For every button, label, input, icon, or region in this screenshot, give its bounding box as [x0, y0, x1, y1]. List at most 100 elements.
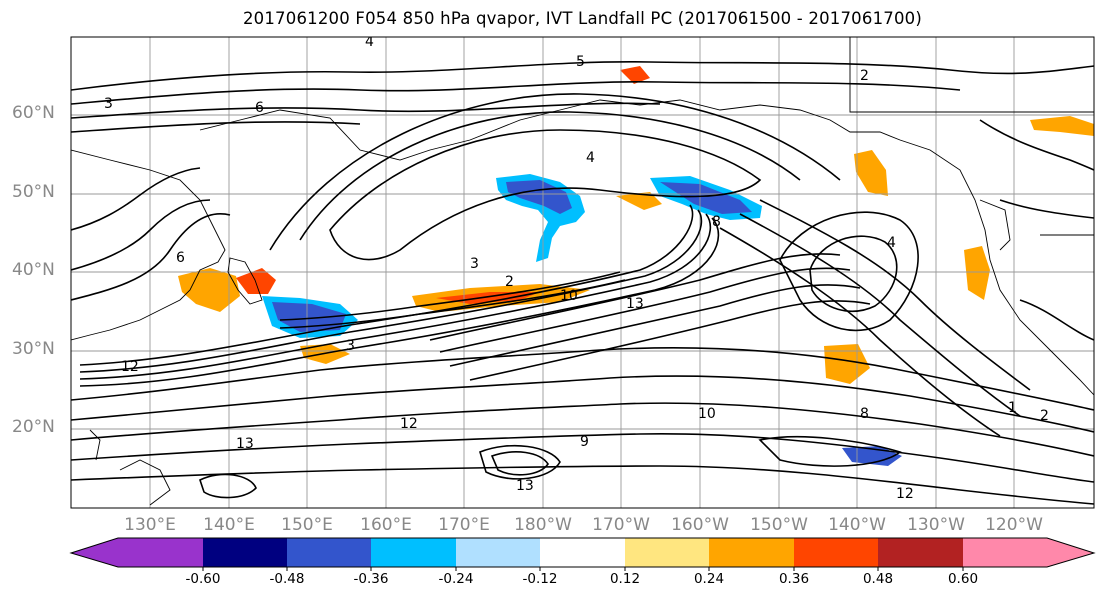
cell-contour: [758, 436, 902, 467]
map-title: 2017061200 F054 850 hPa qvapor, IVT Land…: [242, 9, 923, 28]
lon-label: 130°W: [907, 515, 965, 535]
loop-contour: [329, 129, 762, 261]
jet-contour: [79, 217, 720, 387]
south-contour: [71, 402, 1094, 457]
contour-label: 8: [860, 406, 869, 422]
colorbar-segment: [118, 538, 203, 567]
contour-label: 12: [400, 416, 418, 432]
colorbar-segment: [540, 538, 625, 567]
contour-label: 3: [104, 96, 113, 112]
colorbar-segment: [625, 538, 709, 567]
colorbar-segment: [371, 538, 456, 567]
south-contour: [71, 465, 1094, 505]
contour-label: 6: [255, 100, 264, 116]
jet-contour: [79, 204, 694, 366]
contour-label: 4: [887, 235, 896, 251]
colorbar-segment: [287, 538, 371, 567]
colorbar-tick-label: -0.24: [438, 571, 474, 587]
wave-contour: [71, 167, 201, 231]
lon-label: 160°W: [671, 515, 729, 535]
orange-patch-arc: [616, 192, 662, 210]
high-contour: [809, 235, 898, 312]
contour-label: 4: [365, 34, 374, 50]
subtropical-contour: [469, 300, 871, 381]
navy-patch-east: [660, 182, 752, 214]
ne-contour: [1019, 299, 1094, 341]
south-contour: [71, 432, 1094, 483]
colorbar-tick-label: 0.60: [947, 571, 979, 587]
lon-label: 120°W: [985, 515, 1043, 535]
colorbar-extend-left: [71, 538, 118, 567]
jet-contour: [79, 213, 712, 380]
colorbar-tick-label: 0.48: [862, 571, 894, 587]
contour-label: 2: [860, 68, 869, 84]
lat-label: 20°N: [12, 417, 55, 437]
colorbar-tick-label: 0.12: [609, 571, 641, 587]
north-contour: [71, 81, 961, 105]
colorbar: [69, 537, 1096, 571]
loop-contour: [299, 111, 801, 241]
contour-label: 12: [896, 486, 914, 502]
lat-label: 50°N: [12, 182, 55, 202]
contour-label: 6: [176, 250, 185, 266]
plot-frame: [70, 36, 1095, 509]
contour-label: 2: [1040, 408, 1049, 424]
north-contour: [71, 102, 661, 119]
contour-label: 13: [516, 478, 534, 494]
high-contour: [779, 211, 919, 332]
north-contour: [71, 121, 361, 133]
contour-label: 3: [470, 256, 479, 272]
colorbar-segment: [456, 538, 540, 567]
jet-contour: [279, 271, 621, 321]
contours: [71, 61, 1094, 505]
orange-patch-subtropic: [824, 344, 870, 384]
orange-patch-seaofjapan: [236, 268, 276, 294]
lon-label: 140°E: [203, 515, 255, 535]
subtropical-contour: [439, 267, 851, 353]
cell-contour: [199, 473, 257, 499]
lon-label: 140°W: [828, 515, 886, 535]
wave-contour: [71, 213, 231, 301]
contour-label: 10: [698, 406, 716, 422]
lat-label: 40°N: [12, 260, 55, 280]
colorbar-outline: [69, 537, 1096, 568]
contour-label: 1: [1008, 400, 1017, 416]
orange-patch-coast: [964, 246, 990, 300]
ne-contour: [979, 119, 1094, 171]
lon-label: 150°E: [281, 515, 333, 535]
orange-patch-ak: [1030, 116, 1094, 136]
south-contour: [71, 375, 1094, 433]
contour-labels: 4 3 2 6 5 4 3 2 4 8 6 10 13 12 13 3 12 9…: [104, 34, 1049, 502]
cell-contour: [479, 444, 561, 480]
wave-contour: [71, 199, 211, 271]
lon-label: 150°W: [750, 515, 808, 535]
colorbar-tick-label: -0.12: [522, 571, 558, 587]
graticule: [71, 37, 1094, 508]
contour-label: 2: [505, 274, 514, 290]
lon-label: 180°W: [514, 515, 572, 535]
colorbar-segment: [794, 538, 878, 567]
loop-contour: [739, 213, 1021, 417]
subtropical-contour: [429, 253, 841, 341]
orange-patch-japan: [178, 268, 240, 312]
loop-contour: [269, 93, 841, 251]
colorbar-extend-right: [1047, 538, 1094, 567]
colorbar-segment: [963, 538, 1047, 567]
contour-label: 13: [626, 296, 644, 312]
subtropical-contour: [449, 284, 861, 367]
contour-label: 4: [586, 150, 595, 166]
cell-contour: [490, 451, 549, 476]
lat-label: 30°N: [12, 339, 55, 359]
contour-label: 5: [576, 54, 585, 70]
north-contour: [71, 61, 1094, 91]
lon-label: 170°E: [438, 515, 490, 535]
contour-label: 3: [346, 338, 355, 354]
colorbar-tick-label: -0.60: [185, 571, 221, 587]
coastlines: [71, 37, 1094, 506]
orange-patch-gulf: [854, 150, 888, 196]
shaded-anomalies: [178, 66, 1094, 466]
colorbar-segment: [878, 538, 963, 567]
loop-contour: [759, 199, 1031, 391]
colorbar-tick-label: -0.36: [353, 571, 389, 587]
